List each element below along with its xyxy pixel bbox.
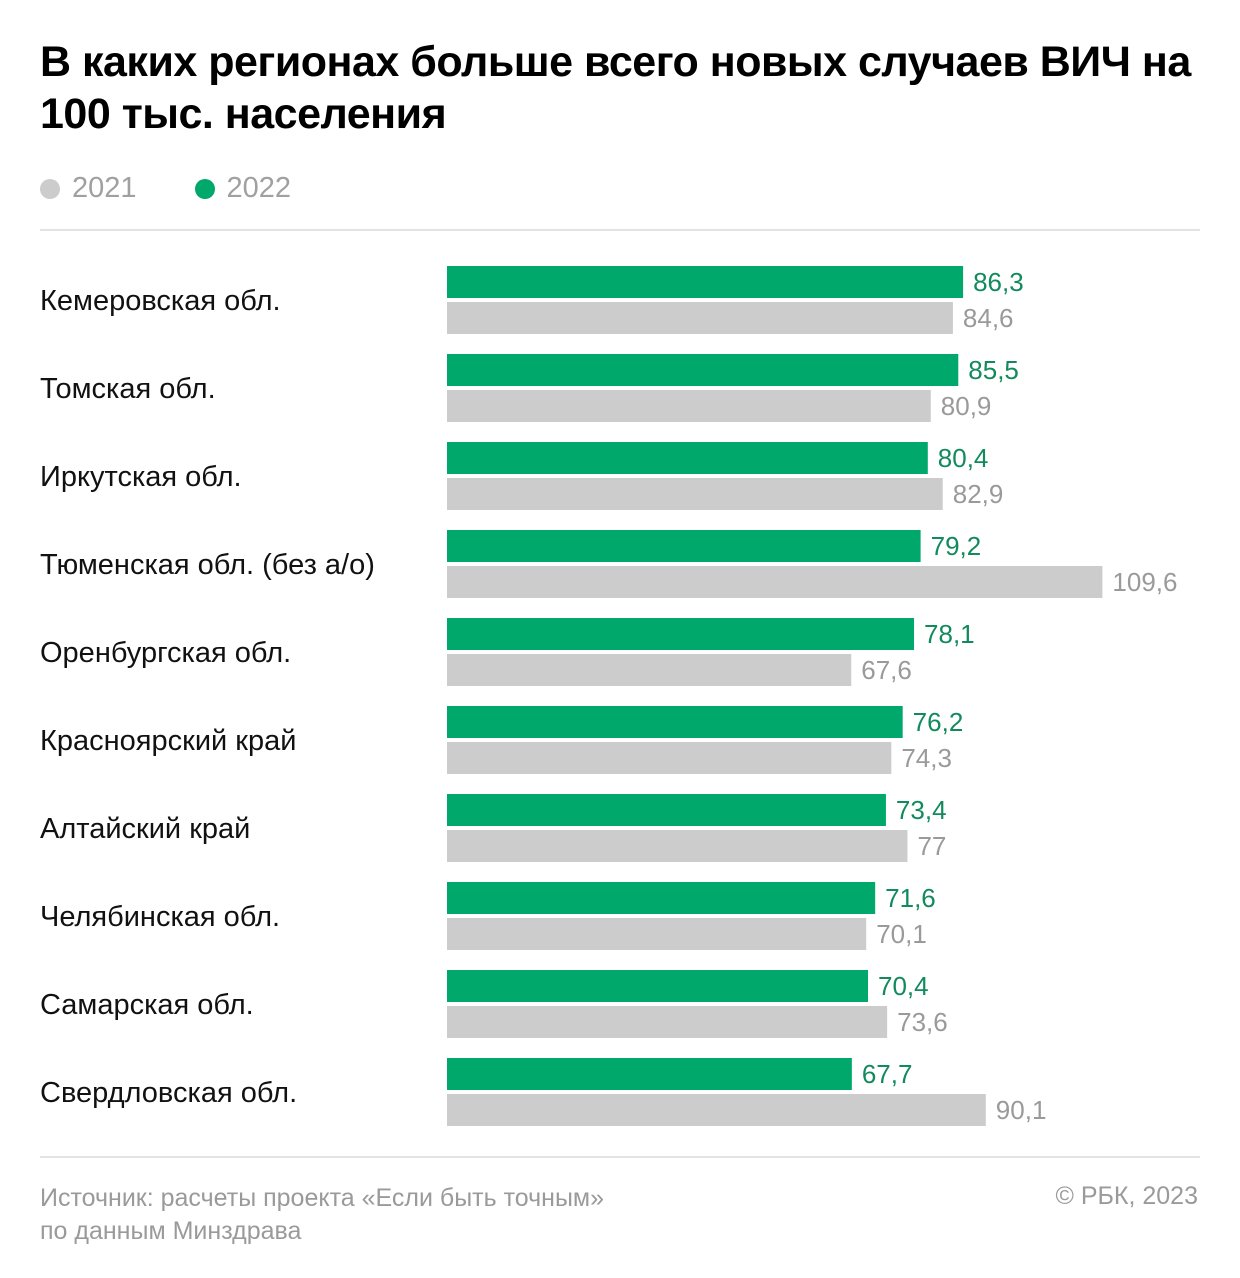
chart-title: В каких регионах больше всего новых случ… <box>40 38 1191 138</box>
value-label-2021: 67,6 <box>861 655 912 685</box>
bar-2022 <box>447 706 903 738</box>
bar-2022 <box>447 1058 852 1090</box>
bottom-divider <box>40 1156 1200 1158</box>
bar-2022 <box>447 442 928 474</box>
value-label-2021: 80,9 <box>941 391 992 421</box>
value-label-2021: 73,6 <box>897 1007 948 1037</box>
value-label-2021: 70,1 <box>876 919 927 949</box>
category-label: Оренбургская обл. <box>40 637 291 669</box>
bar-2022 <box>447 882 876 914</box>
bar-2021 <box>447 742 892 774</box>
bar-2021 <box>447 1094 986 1126</box>
category-label: Иркутская обл. <box>40 461 242 493</box>
bar-2022 <box>447 266 964 298</box>
bar-2022 <box>447 354 959 386</box>
legend-item-2022: 2022 <box>194 172 292 205</box>
bar-2021 <box>447 478 943 510</box>
source-line-1: Источник: расчеты проекта «Если быть точ… <box>40 1184 605 1212</box>
value-label-2022: 85,5 <box>968 355 1019 385</box>
legend-item-2021: 2021 <box>40 172 137 205</box>
source-line-2: по данным Минздрава <box>40 1217 302 1245</box>
value-label-2021: 90,1 <box>996 1095 1047 1125</box>
value-label-2022: 76,2 <box>913 707 964 737</box>
bar-2021 <box>447 566 1103 598</box>
bar-2021 <box>447 1006 888 1038</box>
value-label-2021: 74,3 <box>901 743 952 773</box>
legend-label-2022: 2022 <box>226 172 292 204</box>
category-label: Тюменская обл. (без а/о) <box>40 549 375 581</box>
value-label-2022: 67,7 <box>862 1059 913 1089</box>
category-label: Алтайский край <box>40 813 250 845</box>
value-label-2021: 109,6 <box>1112 567 1177 597</box>
legend: 2021 2022 <box>40 172 291 205</box>
bar-2021 <box>447 918 867 950</box>
category-label: Свердловская обл. <box>40 1077 297 1109</box>
value-label-2022: 86,3 <box>973 267 1024 297</box>
legend-label-2021: 2021 <box>72 172 137 204</box>
value-label-2022: 78,1 <box>924 619 975 649</box>
category-label: Самарская обл. <box>40 989 254 1021</box>
bar-2022 <box>447 530 921 562</box>
bar-2021 <box>447 390 931 422</box>
category-label: Красноярский край <box>40 725 296 757</box>
copyright: © РБК, 2023 <box>1055 1182 1198 1210</box>
legend-dot-2021 <box>40 178 60 199</box>
value-label-2022: 70,4 <box>878 971 929 1001</box>
category-label: Челябинская обл. <box>40 901 280 933</box>
category-label: Кемеровская обл. <box>40 285 281 317</box>
value-label-2021: 77 <box>917 831 946 861</box>
top-divider <box>40 229 1200 231</box>
bar-2021 <box>447 302 953 334</box>
bar-2022 <box>447 794 886 826</box>
bar-2021 <box>447 830 908 862</box>
category-label: Томская обл. <box>40 373 216 405</box>
bar-2022 <box>447 970 868 1002</box>
bar-2021 <box>447 654 852 686</box>
legend-dot-2022 <box>194 178 215 199</box>
value-label-2022: 80,4 <box>938 443 989 473</box>
value-label-2022: 71,6 <box>885 883 936 913</box>
value-label-2021: 82,9 <box>953 479 1004 509</box>
bar-2022 <box>447 618 915 650</box>
value-label-2022: 79,2 <box>931 531 982 561</box>
value-label-2022: 73,4 <box>896 795 947 825</box>
source-note: Источник: расчеты проекта «Если быть точ… <box>40 1182 604 1248</box>
value-label-2021: 84,6 <box>963 303 1014 333</box>
